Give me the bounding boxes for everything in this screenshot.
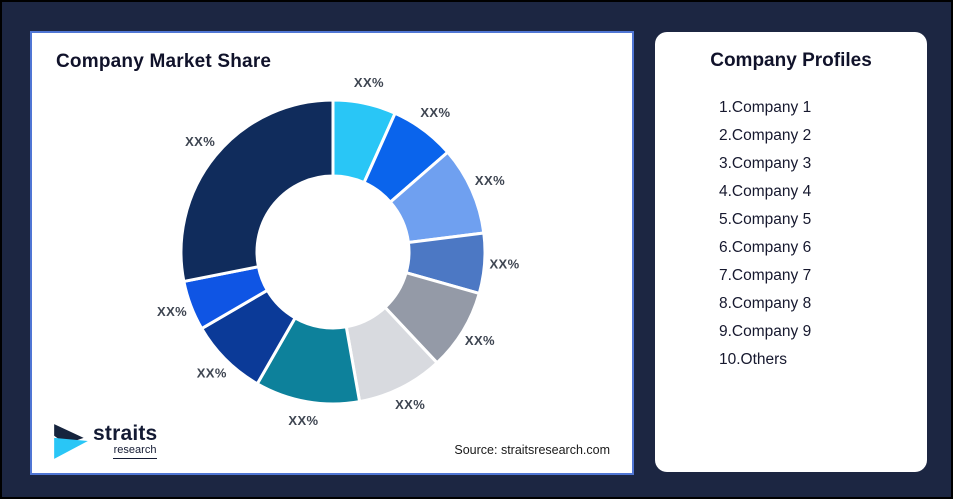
source-attribution: Source: straitsresearch.com	[454, 443, 610, 457]
profile-item-9: 9.Company 9	[719, 323, 812, 340]
segment-label-10: XX%	[185, 134, 215, 149]
segment-label-5: XX%	[465, 333, 495, 348]
market-share-panel: Company Market Share XX% XX% XX% XX% XX% XX% X…	[30, 31, 634, 475]
company-profiles-panel: Company Profiles 1.Company 1 2.Company 2…	[655, 32, 927, 472]
profile-item-8: 8.Company 8	[719, 295, 812, 312]
market-share-donut-chart: XX% XX% XX% XX% XX% XX% XX% XX% XX% XX%	[157, 75, 519, 428]
logo-text: straits research	[93, 421, 158, 459]
profiles-title: Company Profiles	[710, 50, 872, 71]
donut-segment-10	[179, 98, 335, 283]
profile-item-4: 4.Company 4	[719, 183, 812, 200]
profile-item-2: 2.Company 2	[719, 127, 812, 144]
straits-logo-icon	[54, 424, 88, 459]
profile-item-5: 5.Company 5	[719, 211, 812, 228]
segment-label-8: XX%	[197, 365, 227, 380]
profile-item-3: 3.Company 3	[719, 155, 812, 172]
chart-title: Company Market Share	[56, 51, 272, 72]
straits-research-logo: straits research	[52, 421, 158, 461]
logo-sub-name: research	[112, 444, 158, 459]
segment-label-4: XX%	[489, 256, 519, 271]
segment-label-1: XX%	[354, 75, 384, 90]
logo-arrow-cyan	[54, 437, 88, 459]
profile-item-7: 7.Company 7	[719, 267, 812, 284]
profile-item-10: 10.Others	[719, 351, 788, 368]
profiles-list: 1.Company 1 2.Company 2 3.Company 3 4.Co…	[655, 94, 927, 374]
segment-label-6: XX%	[395, 397, 425, 412]
profile-item-6: 6.Company 6	[719, 239, 812, 256]
profile-item-1: 1.Company 1	[719, 99, 812, 116]
segment-label-7: XX%	[288, 413, 318, 428]
segment-label-9: XX%	[157, 304, 187, 319]
logo-brand-name: straits	[93, 421, 158, 445]
segment-label-3: XX%	[475, 173, 505, 188]
segment-label-2: XX%	[420, 105, 450, 120]
